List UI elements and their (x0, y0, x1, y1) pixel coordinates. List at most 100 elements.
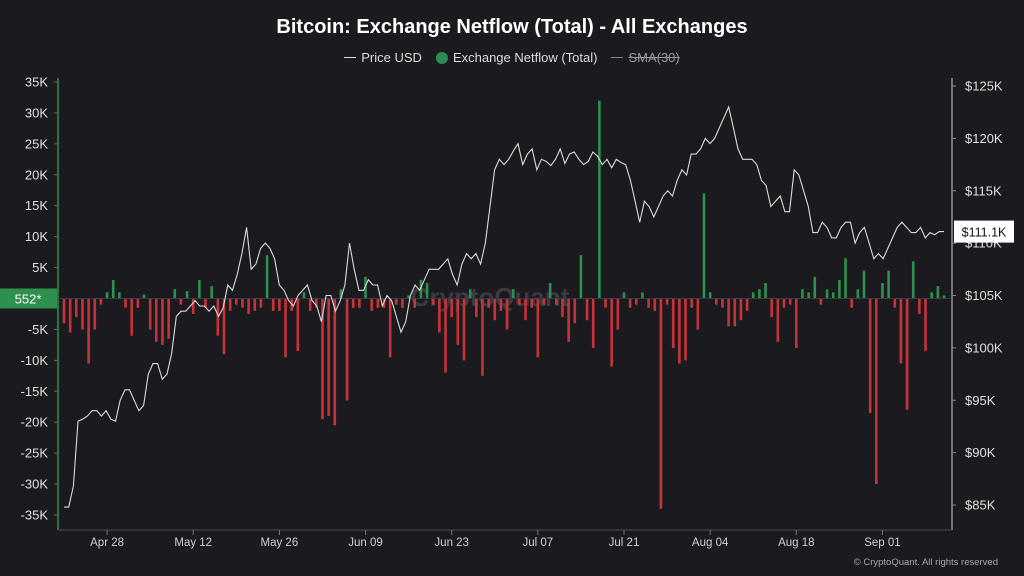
netflow-bar (143, 295, 146, 299)
y-left-tick-label: 5K (32, 260, 48, 275)
netflow-bar (106, 292, 109, 298)
netflow-bar (100, 299, 103, 305)
netflow-bar (777, 299, 780, 342)
netflow-bar (346, 299, 349, 401)
netflow-bar (444, 299, 447, 373)
netflow-bar (333, 299, 336, 426)
netflow-bar (690, 299, 693, 308)
netflow-bar (475, 299, 478, 318)
netflow-bar (789, 299, 792, 305)
y-left-tick-label: -15K (21, 384, 49, 399)
y-left-tick-label: 15K (25, 198, 48, 213)
netflow-bar (500, 299, 503, 311)
netflow-bar (813, 277, 816, 299)
netflow-bar (727, 299, 730, 327)
netflow-bar (512, 289, 515, 298)
netflow-bar (900, 299, 903, 364)
netflow-bar (303, 292, 306, 298)
netflow-bar (235, 299, 238, 305)
netflow-bar (610, 299, 613, 367)
netflow-bar (543, 299, 546, 305)
x-tick-label: Sep 01 (864, 537, 900, 549)
netflow-bar (820, 299, 823, 305)
netflow-bar (721, 299, 724, 308)
netflow-bar (186, 291, 189, 298)
netflow-bar (266, 255, 269, 298)
netflow-bar (592, 299, 595, 348)
netflow-bar (875, 299, 878, 485)
netflow-bar (746, 299, 749, 311)
netflow-bar (297, 299, 300, 352)
netflow-bar (795, 299, 798, 348)
x-tick-label: Jun 23 (434, 537, 469, 549)
netflow-bar (272, 299, 275, 311)
netflow-bar (893, 299, 896, 308)
netflow-bar (715, 299, 718, 305)
y-left-tick-label: -5K (28, 322, 49, 337)
netflow-bar (247, 299, 250, 314)
netflow-bar (537, 299, 540, 358)
y-right-tick-label: $115K (965, 183, 1002, 198)
netflow-bar (647, 299, 650, 308)
netflow-last-value: 552* (15, 292, 42, 307)
x-tick-label: May 26 (261, 537, 299, 549)
netflow-bar (764, 283, 767, 298)
netflow-bar (173, 289, 176, 298)
netflow-bar (740, 299, 743, 321)
netflow-bar (524, 299, 527, 321)
netflow-bar (906, 299, 909, 410)
netflow-bar (573, 299, 576, 324)
netflow-bar (863, 271, 866, 299)
netflow-bar (63, 299, 66, 324)
netflow-bar (241, 299, 244, 308)
y-right-tick-label: $125K (965, 79, 1003, 94)
netflow-bar (155, 299, 158, 342)
netflow-bar (801, 289, 804, 298)
netflow-bar (887, 271, 890, 299)
netflow-bar (112, 280, 115, 299)
netflow-bar (641, 292, 644, 298)
netflow-bar (229, 299, 232, 311)
netflow-bar (450, 299, 453, 318)
netflow-bar (93, 299, 96, 330)
netflow-bar (733, 299, 736, 327)
watermark-text: CryptoQuant (411, 282, 570, 312)
y-left-tick-label: 35K (25, 75, 48, 90)
netflow-bar (210, 286, 213, 298)
netflow-bar (198, 280, 201, 299)
netflow-bar (124, 299, 127, 308)
netflow-bar (161, 299, 164, 345)
y-right-tick-label: $105K (965, 288, 1003, 303)
netflow-bar (604, 299, 607, 308)
netflow-bar (284, 299, 287, 358)
netflow-bar (506, 299, 509, 330)
netflow-bar (709, 292, 712, 298)
netflow-bar (930, 292, 933, 298)
netflow-bar (924, 299, 927, 352)
netflow-bar (370, 299, 373, 311)
y-right-tick-label: $95K (965, 393, 996, 408)
netflow-bar (598, 101, 601, 299)
price-last-value: $111.1K (962, 226, 1007, 240)
netflow-bar (130, 299, 133, 336)
y-left-tick-label: -10K (21, 353, 49, 368)
netflow-bar (549, 283, 552, 298)
footer-copyright: © CryptoQuant. All rights reserved (854, 557, 998, 568)
netflow-bar (629, 299, 632, 308)
netflow-bar (118, 292, 121, 298)
netflow-bar (457, 299, 460, 345)
netflow-bar (149, 299, 152, 330)
netflow-bar (869, 299, 872, 413)
netflow-bar (438, 299, 441, 333)
netflow-bar (395, 299, 398, 305)
x-tick-label: Jul 07 (523, 537, 554, 549)
x-tick-label: Apr 28 (90, 537, 124, 549)
netflow-bar (432, 299, 435, 305)
netflow-bar (260, 299, 263, 308)
netflow-bar (75, 299, 78, 318)
netflow-bar (912, 261, 915, 298)
y-left-tick-label: -25K (21, 446, 49, 461)
x-tick-label: Jul 21 (609, 537, 640, 549)
